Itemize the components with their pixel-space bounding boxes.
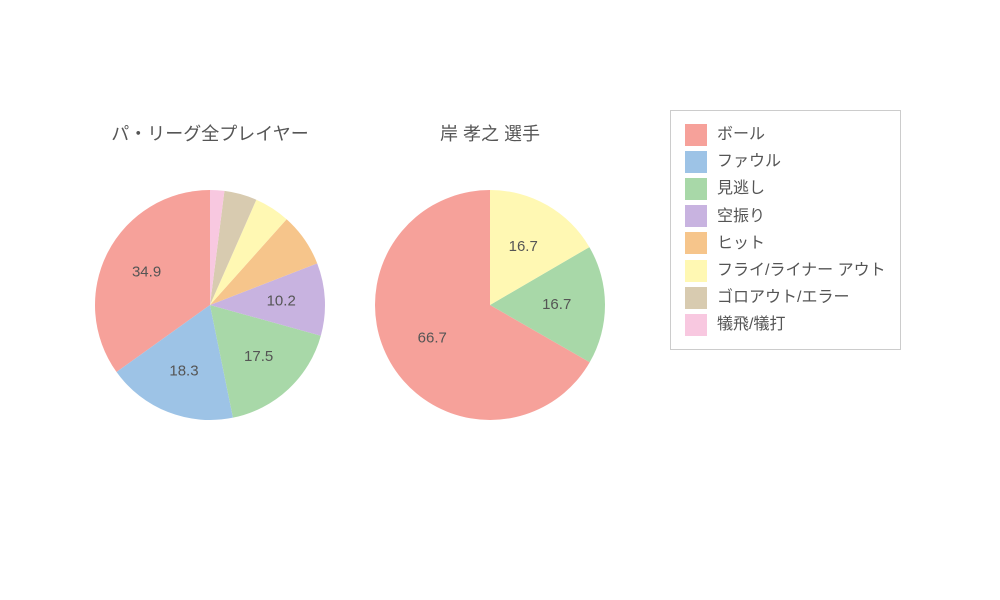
legend-swatch-foul	[685, 151, 707, 173]
slice-label-league-ball: 34.9	[132, 263, 161, 280]
legend-label-sac: 犠飛/犠打	[717, 311, 785, 338]
slice-label-league-foul: 18.3	[169, 362, 198, 379]
legend-item-hit: ヒット	[685, 230, 886, 257]
legend-item-fly_out: フライ/ライナー アウト	[685, 257, 886, 284]
chart-title-player: 岸 孝之 選手	[340, 120, 640, 146]
legend-swatch-ball	[685, 124, 707, 146]
legend-item-ground_out: ゴロアウト/エラー	[685, 284, 886, 311]
legend-label-fly_out: フライ/ライナー アウト	[717, 257, 886, 284]
chart-stage: ボールファウル見逃し空振りヒットフライ/ライナー アウトゴロアウト/エラー犠飛/…	[0, 0, 1000, 600]
legend-item-miss: 見逃し	[685, 175, 886, 202]
legend-label-swing: 空振り	[717, 203, 765, 230]
legend-swatch-fly_out	[685, 260, 707, 282]
legend-item-swing: 空振り	[685, 203, 886, 230]
slice-label-player-fly_out: 16.7	[509, 238, 538, 255]
slice-label-player-ball: 66.7	[418, 329, 447, 346]
legend-label-hit: ヒット	[717, 230, 765, 257]
legend-item-sac: 犠飛/犠打	[685, 311, 886, 338]
legend-swatch-ground_out	[685, 287, 707, 309]
legend: ボールファウル見逃し空振りヒットフライ/ライナー アウトゴロアウト/エラー犠飛/…	[670, 110, 901, 350]
legend-item-ball: ボール	[685, 121, 886, 148]
chart-title-league: パ・リーグ全プレイヤー	[60, 120, 360, 146]
legend-label-ground_out: ゴロアウト/エラー	[717, 284, 849, 311]
legend-swatch-miss	[685, 178, 707, 200]
legend-label-foul: ファウル	[717, 148, 781, 175]
legend-swatch-swing	[685, 205, 707, 227]
legend-swatch-sac	[685, 314, 707, 336]
slice-label-league-miss: 17.5	[244, 348, 273, 365]
slice-label-player-miss: 16.7	[542, 296, 571, 313]
legend-label-ball: ボール	[717, 121, 765, 148]
legend-label-miss: 見逃し	[717, 175, 765, 202]
slice-label-league-swing: 10.2	[267, 292, 296, 309]
legend-item-foul: ファウル	[685, 148, 886, 175]
legend-swatch-hit	[685, 232, 707, 254]
